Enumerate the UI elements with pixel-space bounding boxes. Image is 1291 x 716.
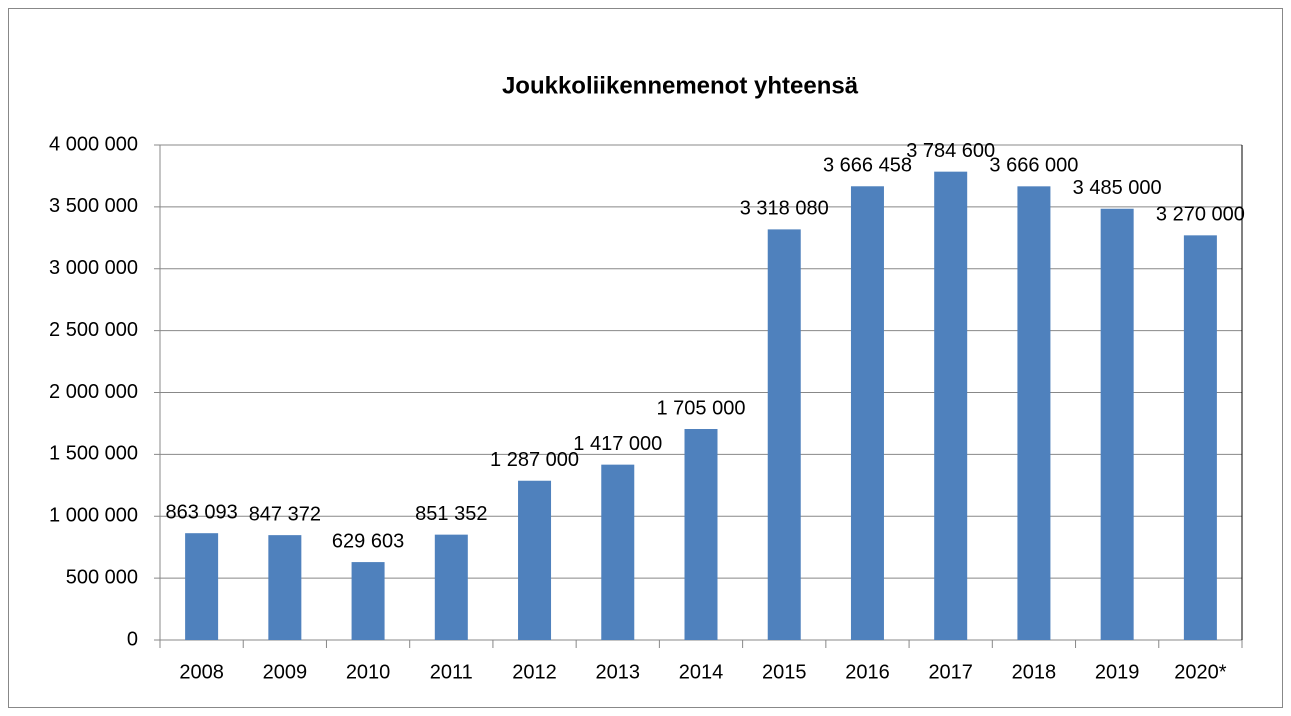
value-label: 1 417 000 [573, 433, 662, 455]
value-label: 863 093 [165, 501, 237, 523]
bar [1183, 235, 1217, 640]
y-tick-label: 0 [127, 628, 138, 650]
bar [1100, 208, 1134, 640]
y-tick-label: 3 500 000 [49, 195, 138, 217]
value-label: 3 784 600 [906, 140, 995, 162]
bar [934, 171, 968, 640]
value-label: 3 318 080 [740, 198, 829, 220]
y-tick-label: 1 500 000 [49, 443, 138, 465]
x-tick-label: 2008 [179, 661, 224, 683]
value-label: 629 603 [332, 530, 404, 552]
y-tick-label: 3 000 000 [49, 257, 138, 279]
x-tick-label: 2019 [1095, 661, 1140, 683]
bar [684, 429, 718, 640]
y-tick-label: 2 500 000 [49, 319, 138, 341]
bar [518, 480, 552, 640]
bar [850, 186, 884, 640]
y-tick-label: 4 000 000 [49, 133, 138, 155]
bar [351, 562, 385, 640]
bar [1017, 186, 1051, 640]
y-tick-label: 2 000 000 [49, 381, 138, 403]
x-tick-label: 2016 [845, 661, 890, 683]
value-label: 851 352 [415, 503, 487, 525]
chart-border [8, 8, 1283, 708]
x-tick-label: 2015 [762, 661, 807, 683]
x-tick-label: 2020* [1174, 661, 1226, 683]
value-label: 847 372 [249, 503, 321, 525]
x-tick-label: 2017 [928, 661, 973, 683]
x-tick-label: 2010 [346, 661, 391, 683]
y-tick-label: 500 000 [66, 566, 138, 588]
bar [185, 533, 219, 640]
value-label: 3 666 000 [989, 155, 1078, 177]
x-tick-label: 2014 [679, 661, 724, 683]
value-label: 3 485 000 [1073, 177, 1162, 199]
value-label: 1 705 000 [657, 397, 746, 419]
value-label: 3 666 458 [823, 155, 912, 177]
x-tick-label: 2012 [512, 661, 557, 683]
bar [767, 229, 801, 640]
bar [268, 535, 302, 640]
bar [434, 534, 468, 640]
x-tick-label: 2018 [1012, 661, 1057, 683]
value-label: 1 287 000 [490, 449, 579, 471]
value-label: 3 270 000 [1156, 204, 1245, 226]
y-tick-label: 1 000 000 [49, 505, 138, 527]
x-tick-label: 2011 [430, 661, 473, 683]
bar [601, 464, 635, 640]
x-tick-label: 2013 [596, 661, 641, 683]
chart-title: Joukkoliikennemenot yhteensä [502, 72, 859, 99]
x-tick-label: 2009 [263, 661, 308, 683]
